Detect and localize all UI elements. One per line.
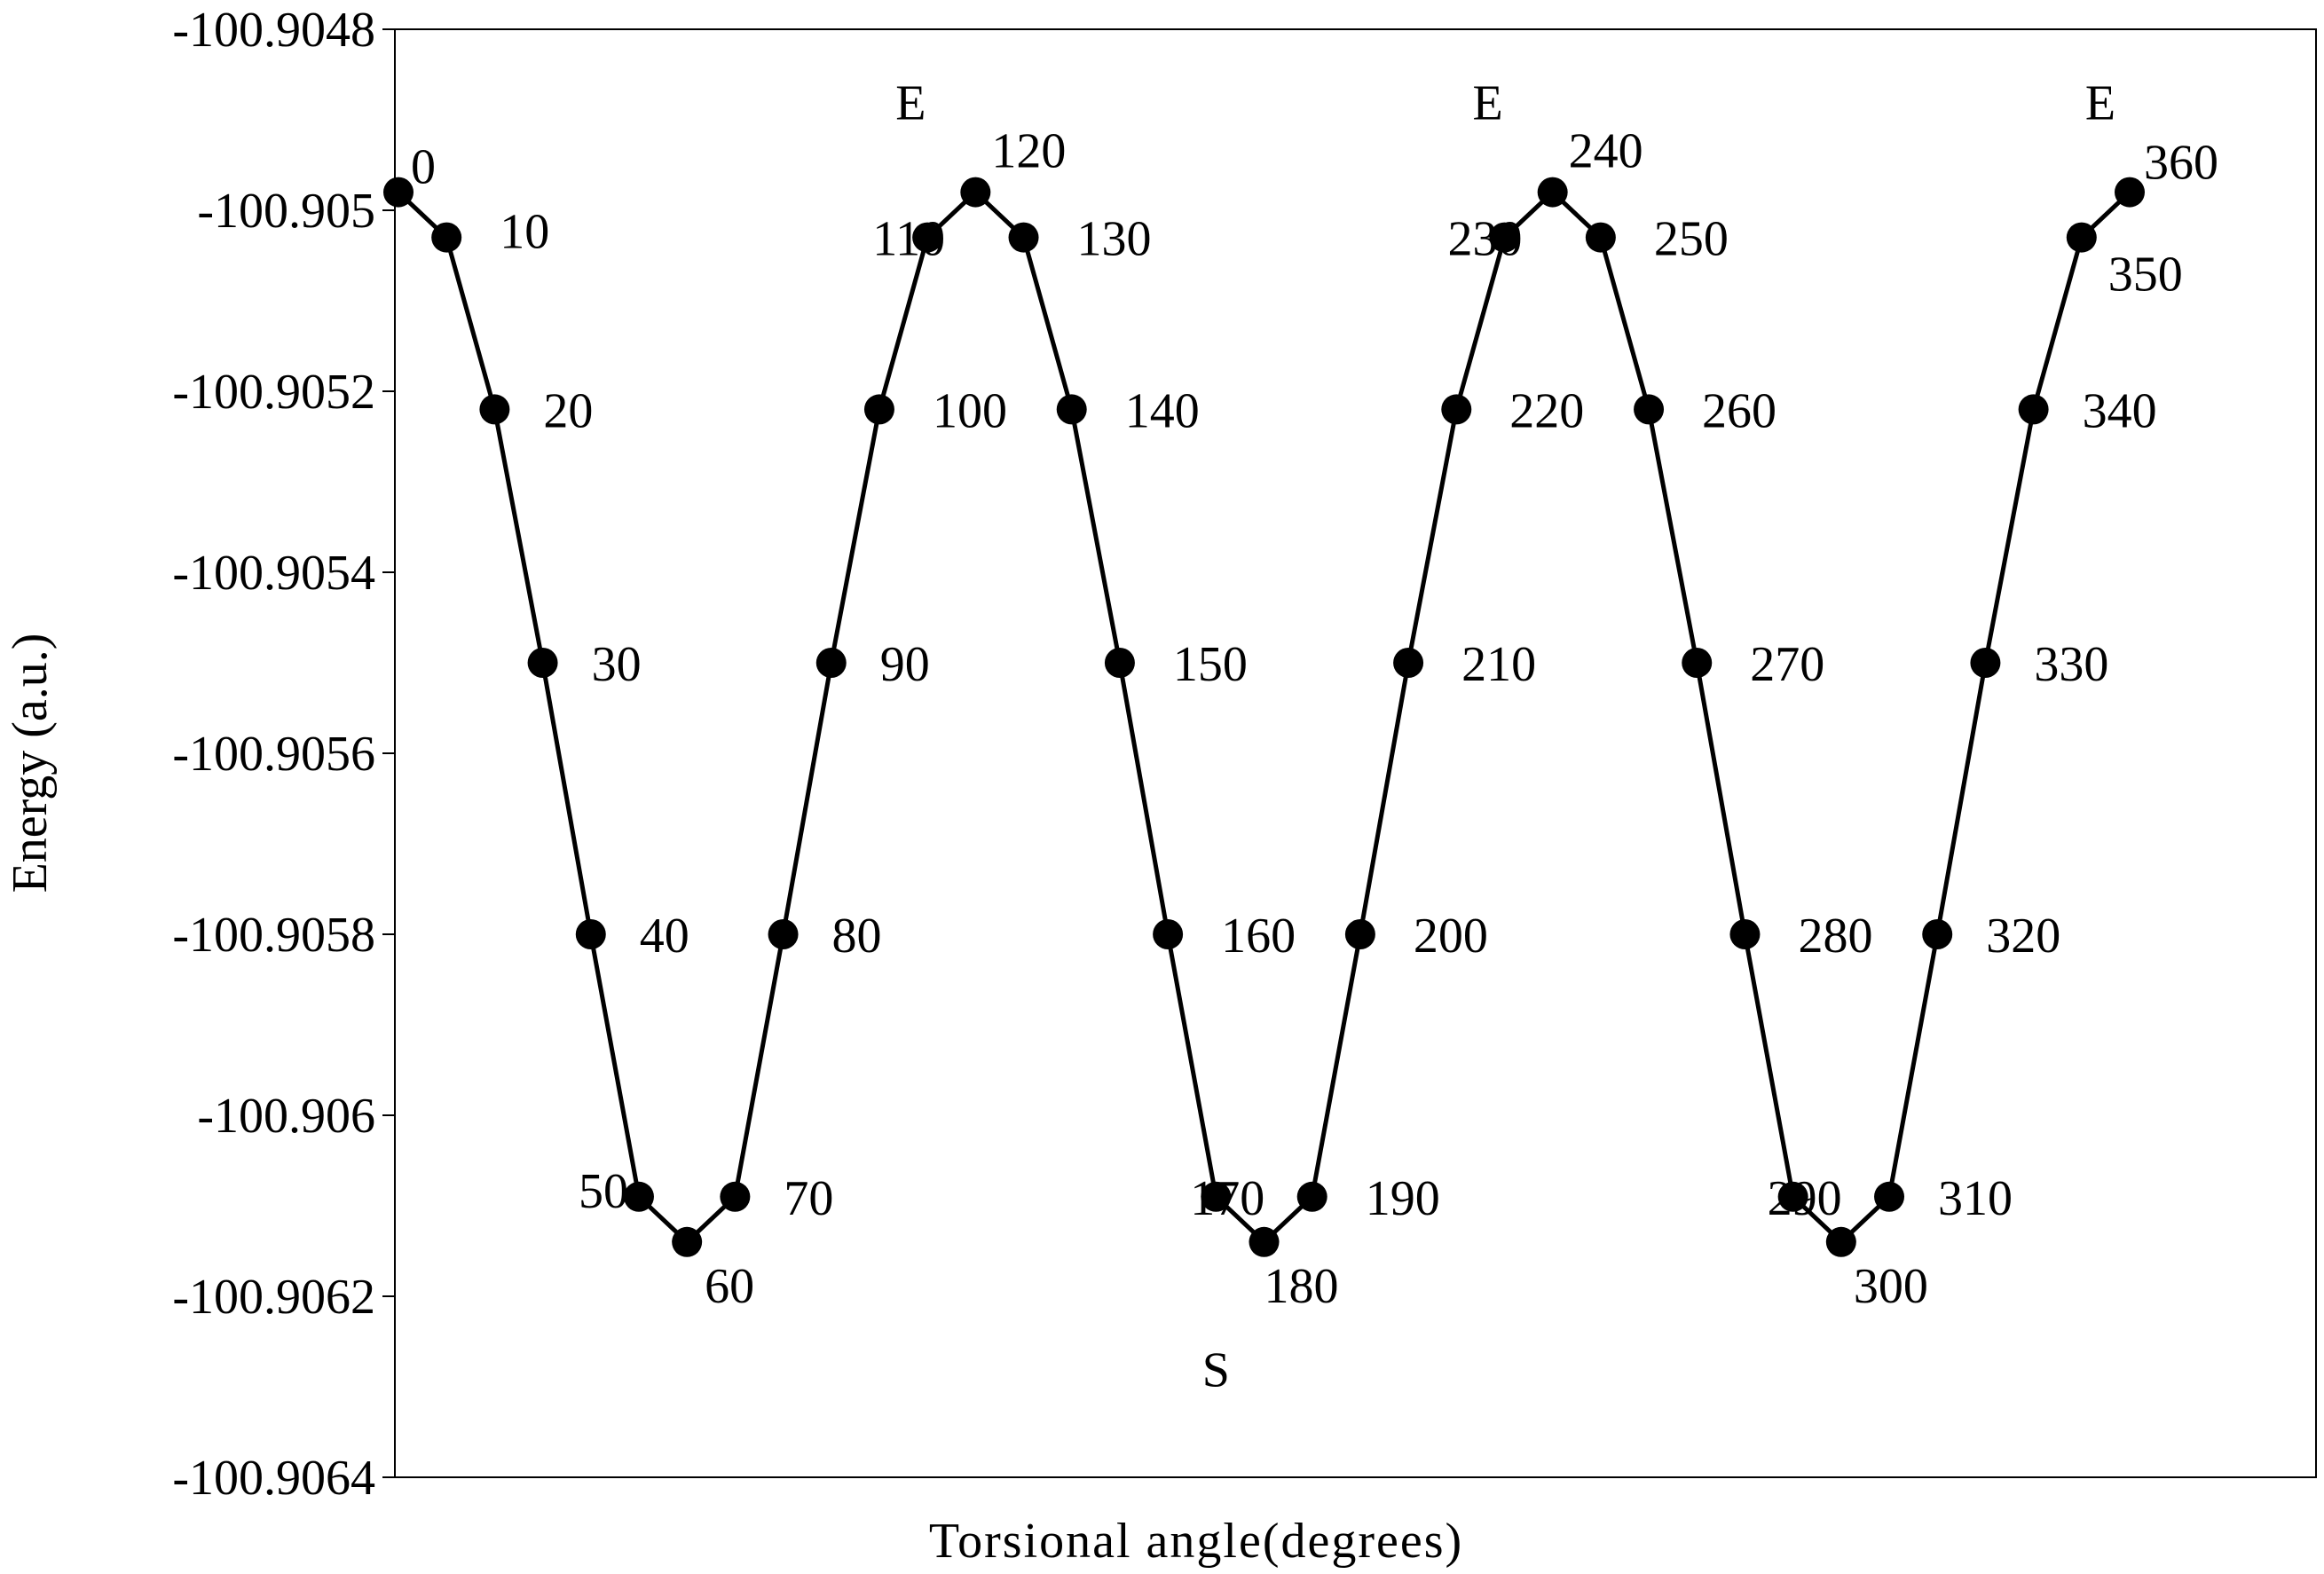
y-tick-label: -100.906 [197, 1089, 375, 1144]
y-tick-label: -100.9054 [172, 546, 375, 601]
point-label: 60 [705, 1259, 754, 1314]
y-tick-label: -100.9058 [172, 908, 375, 963]
data-point [1056, 394, 1087, 425]
annotation-label: E [895, 76, 926, 131]
data-series [383, 177, 2145, 1257]
point-label: 220 [1509, 383, 1584, 438]
data-point [1441, 394, 1472, 425]
point-label: 10 [500, 205, 549, 260]
point-label: 160 [1221, 909, 1296, 964]
point-label: 290 [1768, 1171, 1842, 1226]
point-label: 120 [991, 124, 1066, 179]
data-point [1104, 648, 1135, 678]
data-point [1825, 1226, 1856, 1257]
y-axis: -100.9048 -100.905 -100.9052 -100.9054 -100.… [172, 3, 395, 1506]
data-point [768, 919, 799, 949]
y-axis-label: Energy (a.u.) [3, 634, 58, 893]
point-label: 180 [1264, 1259, 1339, 1314]
y-tick-label: -100.9064 [172, 1451, 375, 1506]
point-label: 310 [1938, 1171, 2013, 1226]
data-point [1682, 648, 1713, 678]
data-point [527, 648, 558, 678]
x-axis-label: Torsional angle(degrees) [929, 1514, 1463, 1569]
point-label: 100 [933, 383, 1007, 438]
data-point [1296, 1181, 1327, 1212]
data-point [1585, 222, 1616, 253]
y-tick-label: -100.9056 [172, 727, 375, 782]
data-point [623, 1181, 654, 1212]
annotations: E E E S [895, 76, 2115, 1398]
point-label: 150 [1173, 637, 1248, 692]
plot-frame [394, 28, 2317, 1478]
point-label: 70 [784, 1171, 833, 1226]
point-label: 0 [411, 140, 436, 195]
data-point [1201, 1181, 1232, 1212]
data-point [1537, 177, 1568, 208]
data-point [863, 394, 894, 425]
point-label: 360 [2144, 136, 2218, 191]
data-point [1344, 919, 1375, 949]
annotation-label: E [1473, 76, 1503, 131]
data-point [1489, 222, 1520, 253]
data-point [960, 177, 991, 208]
point-label: 190 [1366, 1171, 1440, 1226]
data-point [1729, 919, 1761, 949]
data-point [1634, 394, 1665, 425]
data-point [2066, 222, 2097, 253]
y-tick-label: -100.9052 [172, 365, 375, 420]
y-tick-label: -100.9062 [172, 1270, 375, 1325]
point-label: 20 [543, 383, 593, 438]
data-point [912, 222, 943, 253]
point-label: 210 [1461, 637, 1536, 692]
data-point [2018, 394, 2049, 425]
data-point [383, 177, 414, 208]
point-label: 230 [1447, 212, 1522, 267]
data-point [431, 222, 462, 253]
point-label: 340 [2083, 383, 2157, 438]
y-tick-label: -100.905 [197, 184, 375, 239]
data-point [575, 919, 606, 949]
point-label: 250 [1654, 212, 1729, 267]
data-point [1922, 919, 1953, 949]
data-point [1008, 222, 1039, 253]
point-label: 240 [1569, 124, 1643, 179]
point-label: 260 [1702, 383, 1776, 438]
point-label: 330 [2034, 637, 2108, 692]
data-point [1777, 1181, 1808, 1212]
data-point [1249, 1226, 1280, 1257]
point-label: 170 [1190, 1171, 1264, 1226]
point-label: 280 [1798, 909, 1872, 964]
y-tick-label: -100.9048 [172, 3, 375, 58]
annotation-label: S [1202, 1343, 1230, 1398]
point-label: 90 [880, 637, 930, 692]
data-point [1874, 1181, 1905, 1212]
data-point [479, 394, 510, 425]
point-label: 320 [1986, 909, 2060, 964]
annotation-label: E [2085, 76, 2115, 131]
point-label: 80 [832, 909, 882, 964]
point-label: 350 [2108, 248, 2183, 303]
point-label: 50 [579, 1164, 628, 1219]
series-line [397, 190, 2131, 1245]
point-label: 30 [592, 637, 642, 692]
data-point [1153, 919, 1184, 949]
point-label: 200 [1414, 909, 1488, 964]
point-label: 300 [1854, 1259, 1928, 1314]
data-point [2115, 177, 2145, 208]
data-point [720, 1181, 751, 1212]
data-point [1970, 648, 2001, 678]
point-label: 270 [1750, 637, 1824, 692]
point-label: 130 [1077, 212, 1152, 267]
data-point [672, 1226, 703, 1257]
point-label: 110 [872, 212, 945, 267]
point-label: 140 [1125, 383, 1200, 438]
data-point [1393, 648, 1424, 678]
data-point [815, 648, 847, 678]
point-label: 40 [640, 909, 689, 964]
